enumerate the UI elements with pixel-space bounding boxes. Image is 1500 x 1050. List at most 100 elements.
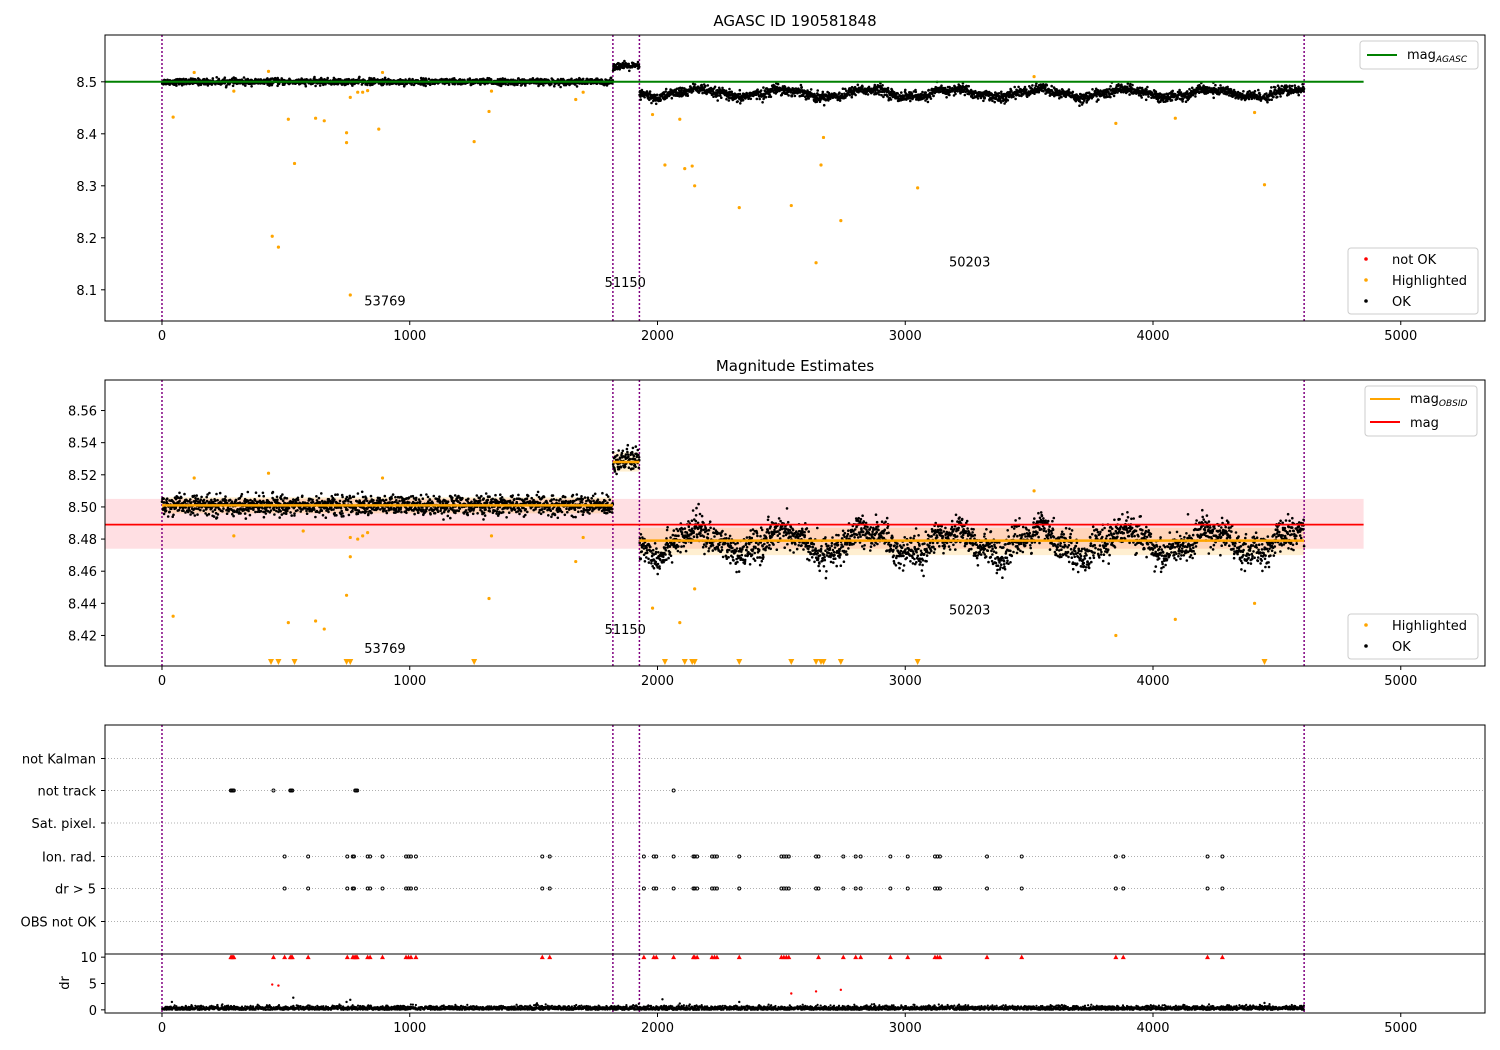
- highlighted-point: [344, 141, 349, 145]
- ok-point: [275, 509, 278, 513]
- ok-point: [958, 88, 961, 91]
- ok-point: [184, 506, 187, 509]
- ok-point: [212, 500, 215, 504]
- ok-point: [369, 500, 372, 503]
- ok-point: [1301, 83, 1304, 86]
- ok-point: [736, 100, 739, 103]
- ok-point: [264, 512, 268, 515]
- ok-point: [317, 496, 321, 500]
- xtick-label-p1-5000: 5000: [1384, 329, 1417, 344]
- ok-point: [1287, 93, 1290, 96]
- ok-point: [1290, 84, 1294, 88]
- ok-point: [335, 514, 338, 517]
- ok-point: [364, 497, 368, 500]
- ok-point: [648, 98, 651, 102]
- ok-point: [324, 516, 328, 519]
- ok-point: [215, 76, 218, 79]
- highlighted-point: [313, 116, 318, 120]
- ok-point: [280, 513, 284, 516]
- ok-point: [1257, 88, 1260, 92]
- highlighted-point: [276, 245, 281, 249]
- highlighted-point: [377, 127, 381, 131]
- ok-point: [1078, 104, 1081, 107]
- ok-point: [284, 512, 288, 515]
- ok-point: [854, 93, 857, 97]
- ok-point: [1067, 88, 1071, 91]
- ok-point: [719, 94, 722, 97]
- ok-point: [912, 90, 916, 93]
- ok-point: [786, 90, 790, 94]
- highlighted-point: [574, 97, 578, 102]
- ok-point: [428, 83, 432, 87]
- ok-point: [196, 513, 199, 516]
- ok-point: [338, 499, 342, 503]
- ok-point: [542, 84, 545, 87]
- ok-point: [654, 99, 657, 102]
- legend-mag-agasc: mag: [1407, 48, 1436, 63]
- ok-point: [250, 85, 253, 88]
- highlighted-point: [348, 293, 352, 297]
- ok-point: [645, 90, 649, 93]
- highlighted-point: [839, 219, 843, 223]
- ok-point: [1169, 96, 1172, 99]
- ok-point: [345, 495, 349, 499]
- ok-point: [348, 494, 352, 498]
- ok-point: [873, 83, 877, 87]
- ok-point: [356, 492, 360, 495]
- ok-point: [883, 93, 886, 97]
- ok-point: [727, 99, 731, 102]
- ok-point: [776, 82, 780, 86]
- legend-ok: OK: [1392, 295, 1411, 310]
- ok-point: [639, 98, 642, 101]
- xtick-label-p1-0: 0: [158, 329, 166, 344]
- ok-point: [1135, 92, 1138, 95]
- ok-point: [1184, 100, 1188, 103]
- ok-point: [243, 512, 247, 515]
- ok-point: [1006, 99, 1010, 102]
- ok-point: [1280, 84, 1284, 88]
- ok-point: [704, 84, 707, 88]
- ok-point: [1219, 84, 1222, 87]
- ok-point: [347, 513, 351, 517]
- ok-point: [1097, 98, 1100, 102]
- ok-point: [909, 99, 912, 103]
- ok-point: [880, 93, 883, 97]
- ok-point: [840, 92, 844, 96]
- highlighted-point: [344, 131, 349, 135]
- ok-point: [1226, 85, 1229, 89]
- ok-point: [1211, 92, 1215, 95]
- ok-point: [1293, 84, 1297, 87]
- ok-point: [881, 84, 884, 87]
- ok-point: [815, 100, 819, 103]
- ok-point: [183, 492, 186, 496]
- highlighted-point: [270, 234, 274, 238]
- ok-point: [886, 95, 889, 98]
- ok-point: [220, 501, 223, 505]
- ok-point: [1187, 92, 1190, 95]
- ok-point: [787, 94, 790, 97]
- ok-point: [1004, 100, 1008, 103]
- ok-point: [244, 84, 247, 87]
- ok-point: [257, 494, 261, 498]
- ytick-label-p1-3: 8.4: [76, 128, 97, 143]
- ok-point: [1071, 90, 1075, 94]
- highlighted-point: [690, 164, 694, 168]
- ok-point: [963, 93, 967, 97]
- ok-point: [1000, 90, 1003, 94]
- ok-point: [650, 101, 653, 105]
- ok-point: [686, 94, 690, 97]
- ok-point: [262, 501, 266, 505]
- ok-point: [800, 86, 803, 89]
- ok-point: [1140, 96, 1143, 99]
- ok-point: [247, 499, 250, 503]
- ok-point: [366, 83, 369, 87]
- ok-point: [659, 98, 662, 102]
- ok-point: [320, 499, 324, 503]
- ok-point: [271, 490, 275, 494]
- ok-point: [341, 495, 344, 499]
- ok-point: [910, 92, 914, 95]
- ok-point: [681, 86, 684, 90]
- ok-point: [693, 83, 697, 86]
- ok-point: [228, 498, 232, 502]
- xtick-label-p1-2000: 2000: [641, 329, 674, 344]
